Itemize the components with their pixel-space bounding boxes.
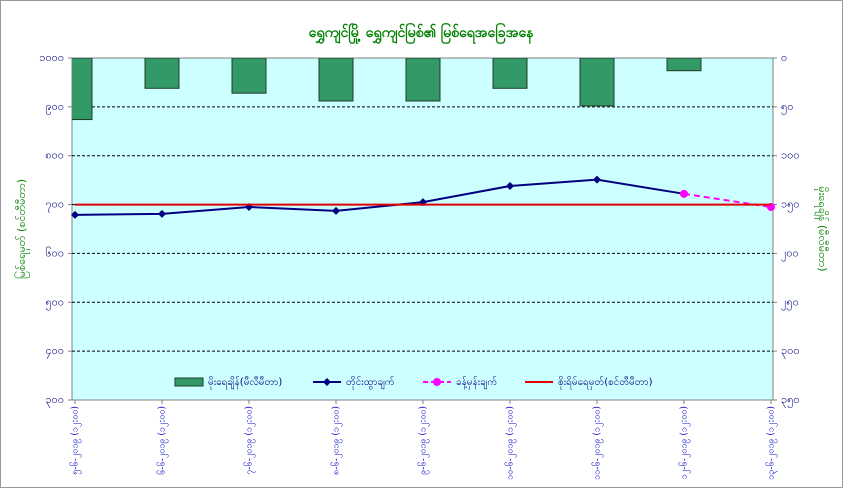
y2-tick-label: ၂၅၀ [781, 295, 799, 310]
bar [492, 58, 528, 89]
y2-tick-label: ၅၀ [781, 100, 793, 115]
marker [680, 189, 688, 198]
y2-tick-label: ၃၀၀ [781, 344, 800, 359]
y2-tick-label: ၂၀၀ [781, 246, 799, 261]
bar [405, 58, 441, 102]
x-tick-label: ၁၂-၆-၂၀၁၉ (၁၂:၀၀) [679, 406, 691, 479]
x-tick-label: ၁၁-၆-၂၀၁၉ (၁၂:၀၀) [592, 406, 604, 480]
marker [158, 209, 166, 218]
marker [71, 210, 79, 219]
legend-label: ခန့်မှန်းချက် [456, 375, 497, 390]
y-tick-label: ၃၀၀ [45, 393, 64, 408]
bar [231, 58, 267, 94]
x-tick-label: ၈-၆-၂၀၁၉ (၁၂:၀၀) [331, 406, 343, 475]
y-tick-label: ၆၀၀ [45, 246, 64, 259]
marker [593, 175, 601, 184]
legend-label: တိုင်းထွာချက် [346, 375, 395, 390]
x-tick-label: ၅-၆-၂၀၁၉ (၁၂:၀၀) [70, 406, 82, 475]
y2-tick-label: ၁၀၀ [781, 149, 800, 162]
legend-label: စိုးရိမ်ရေမှတ်(စင်တီမီတာ) [558, 375, 653, 390]
legend-marker [433, 378, 441, 386]
legend-label: မိုးရေချိန်(မီလီမီတာ) [208, 375, 282, 390]
legend-swatch [174, 377, 204, 387]
x-tick-label: ၉-၆-၂၀၁၉ (၁၂:၀၀) [418, 406, 430, 475]
bar [579, 58, 615, 107]
plot-area [71, 57, 774, 401]
y2-tick-label: ၃၅၀ [781, 393, 800, 408]
y-tick-label: ၉၀၀ [45, 100, 64, 115]
x-tick-label: ၆-၆-၂၀၁၉ (၁၂:၀၀) [157, 406, 169, 475]
series-line [74, 178, 685, 216]
x-tick-label: ၇-၆-၂၀၁၉ (၁၂:၀၀) [244, 406, 256, 475]
bar [318, 58, 354, 102]
y-axis-label: မြစ်ရေမှတ် (စင်တီမီတာ) [14, 179, 30, 279]
bar [666, 58, 702, 72]
x-tick-label: ၁၃-၆-၂၀၁၉ (၁၂:၀၀) [766, 406, 778, 480]
y2-axis-label: မိုးရေချိန် (မီလီမီတာ) [814, 186, 829, 271]
y-tick-label: ၈၀၀ [45, 149, 64, 162]
y-tick-label: ၅၀၀ [45, 295, 64, 310]
y-tick-label: ၇၀၀ [45, 198, 64, 213]
y-tick-label: ၁၀၀၀ [39, 51, 64, 64]
x-tick-label: ၁၀-၆-၂၀၁၉ (၁၂:၀၀) [505, 406, 517, 480]
legend-marker [323, 378, 331, 386]
y2-tick-label: ၁၅၀ [781, 198, 800, 213]
bar [144, 58, 180, 89]
y-tick-label: ၄၀၀ [45, 344, 64, 359]
y2-tick-label: ၀ [781, 51, 787, 64]
bar [72, 58, 93, 121]
marker [332, 206, 340, 215]
chart-title: ရွှေကျင်မြို့ ရွှေကျင်မြစ်၏ မြစ်ရေအခြေအန… [309, 23, 534, 44]
plot-layer [72, 58, 702, 121]
marker [506, 182, 514, 191]
